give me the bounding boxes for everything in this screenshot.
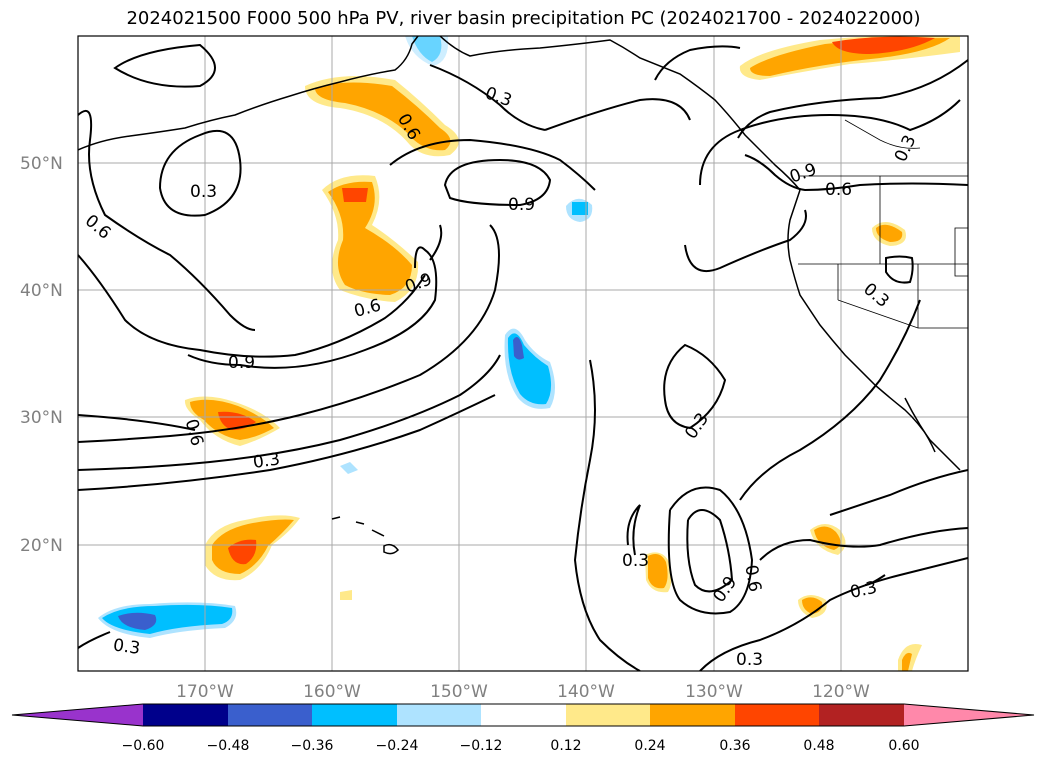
colorbar-tick-label: 0.60 [888, 738, 919, 754]
contour-label: 0.3 [736, 650, 763, 670]
colorbar-segment [819, 704, 904, 726]
shade-alaska-blue2 [405, 36, 449, 66]
colorbar-tick-label: −0.60 [122, 738, 165, 754]
contour-label: 0.9 [228, 353, 255, 373]
colorbar-extend-high [904, 704, 1034, 726]
map-frame [77, 35, 969, 672]
colorbar-segment [650, 704, 735, 726]
colorbar-tick-labels: −0.60 −0.48 −0.36 −0.24 −0.12 0.12 0.24 … [122, 738, 920, 754]
lat-tick-label: 50°N [20, 154, 63, 174]
shade-18n-orange [648, 554, 668, 589]
contour-label: 0.3 [112, 635, 142, 659]
lat-tick-label: 40°N [20, 281, 63, 301]
shaded-regions [98, 36, 960, 671]
shade-45n-right-core [876, 224, 903, 242]
colorbar-extend-low [12, 704, 143, 726]
shade-blue-mid-dark [513, 336, 524, 360]
shade-top-right-red [832, 36, 935, 54]
contour-label: 0.6 [740, 563, 764, 593]
lon-tick-label: 130°W [685, 682, 743, 702]
colorbar-segment [566, 704, 650, 726]
lat-tick-label: 20°N [20, 536, 63, 556]
shade-gulf-alaska-core [315, 82, 451, 151]
shade-central-red [342, 188, 368, 202]
state-borders [798, 119, 968, 329]
colorbar-segment [143, 704, 228, 726]
colorbar-tick-label: −0.48 [207, 738, 250, 754]
lat-tick-label: 30°N [20, 408, 63, 428]
grid-lines [78, 36, 968, 671]
shade-central-orange [328, 181, 412, 295]
colorbar-tick-label: 0.36 [719, 738, 750, 754]
shade-blue-spot-n-core [572, 202, 588, 215]
pv-contours [78, 43, 968, 671]
colorbar-tick-label: 0.12 [550, 738, 581, 754]
lat-tick-labels: 50°N 40°N 30°N 20°N [20, 154, 63, 556]
shade-bottom-right-core [902, 652, 912, 671]
contour-label: 0.9 [508, 195, 535, 215]
colorbar-tick-label: −0.12 [460, 738, 503, 754]
lon-tick-label: 170°W [176, 682, 234, 702]
colorbar-segment [735, 704, 819, 726]
lon-tick-labels: 170°W 160°W 150°W 140°W 130°W 120°W [176, 682, 870, 702]
colorbar-tick-label: 0.48 [803, 738, 834, 754]
colorbar-tick-label: −0.36 [291, 738, 334, 754]
lon-tick-label: 160°W [303, 682, 361, 702]
lon-tick-label: 150°W [430, 682, 488, 702]
colorbar-segment [397, 704, 481, 726]
colorbar-segment [228, 704, 312, 726]
contour-label: 0.6 [825, 180, 852, 200]
contour-label: 0.3 [190, 182, 217, 202]
colorbar-tick-label: 0.24 [634, 738, 665, 754]
lon-tick-label: 140°W [557, 682, 615, 702]
colorbar-segment [312, 704, 397, 726]
map-title: 2024021500 F000 500 hPa PV, river basin … [126, 8, 921, 29]
shade-20n-red [228, 539, 257, 565]
colorbar-segment [481, 704, 566, 726]
colorbar-tick-label: −0.24 [376, 738, 419, 754]
shade-hawaii-blue [340, 462, 358, 474]
colorbar [11, 703, 1035, 727]
colorbar-outline [11, 703, 1035, 727]
lon-tick-label: 120°W [812, 682, 870, 702]
shade-bl-dark [118, 612, 157, 630]
contour-label: 0.3 [622, 551, 649, 571]
shade-small-orange [340, 590, 352, 600]
contour-label: 0.3 [252, 449, 282, 473]
